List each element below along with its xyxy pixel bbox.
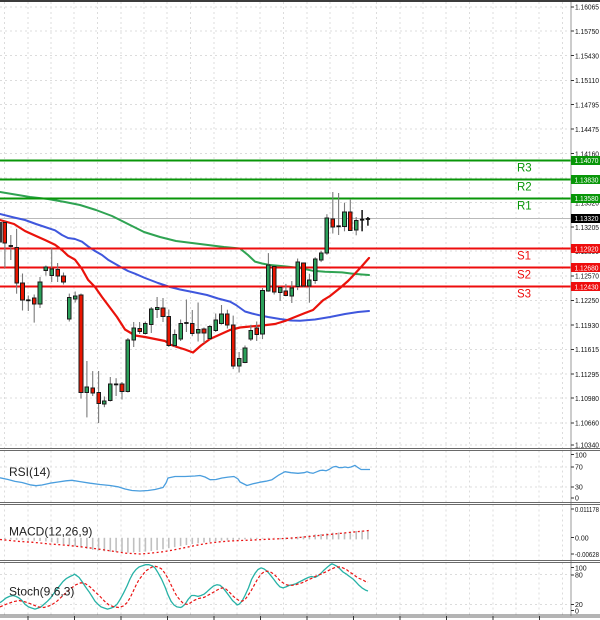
svg-text:100: 100: [575, 565, 587, 572]
svg-text:0: 0: [575, 496, 579, 503]
svg-text:1.11295: 1.11295: [575, 372, 599, 379]
svg-text:RSI(14): RSI(14): [9, 465, 50, 479]
svg-text:1.15110: 1.15110: [575, 78, 599, 85]
svg-text:100: 100: [575, 452, 587, 459]
svg-text:1.13580: 1.13580: [575, 196, 599, 203]
svg-text:1.12680: 1.12680: [575, 266, 599, 273]
svg-text:0.00: 0.00: [575, 535, 589, 542]
svg-text:1.15750: 1.15750: [575, 29, 599, 36]
svg-text:1.15430: 1.15430: [575, 54, 599, 61]
svg-text:1.14070: 1.14070: [575, 158, 599, 165]
svg-text:1.13205: 1.13205: [575, 225, 599, 232]
svg-text:S3: S3: [517, 289, 531, 301]
svg-text:S1: S1: [517, 251, 531, 263]
svg-text:1.13830: 1.13830: [575, 177, 599, 184]
svg-text:-0.00628: -0.00628: [575, 552, 599, 559]
svg-text:Stoch(9,6,3): Stoch(9,6,3): [9, 585, 74, 599]
svg-text:1.12250: 1.12250: [575, 298, 599, 305]
svg-text:0: 0: [575, 608, 579, 615]
svg-text:20: 20: [575, 602, 583, 609]
svg-text:1.14795: 1.14795: [575, 102, 599, 109]
svg-text:R3: R3: [517, 162, 532, 174]
svg-text:R1: R1: [517, 200, 532, 212]
svg-text:0.011178: 0.011178: [575, 507, 599, 514]
svg-text:1.11615: 1.11615: [575, 347, 599, 354]
svg-text:MACD(12,26,9): MACD(12,26,9): [9, 525, 92, 539]
svg-text:1.16065: 1.16065: [575, 5, 599, 12]
svg-text:80: 80: [575, 573, 583, 580]
svg-text:30: 30: [575, 485, 583, 492]
svg-text:1.14475: 1.14475: [575, 127, 599, 134]
svg-text:1.10980: 1.10980: [575, 396, 599, 403]
svg-text:1.12430: 1.12430: [575, 284, 599, 291]
svg-text:1.10660: 1.10660: [575, 421, 599, 428]
svg-text:1.11930: 1.11930: [575, 323, 599, 330]
svg-text:1.14160: 1.14160: [575, 151, 599, 158]
svg-text:1.13320: 1.13320: [575, 216, 599, 223]
svg-text:R2: R2: [517, 182, 532, 194]
svg-text:S2: S2: [517, 270, 531, 282]
svg-text:1.10340: 1.10340: [575, 443, 599, 450]
svg-text:1.12920: 1.12920: [575, 246, 599, 253]
svg-text:70: 70: [575, 465, 583, 472]
svg-text:1.12570: 1.12570: [575, 274, 599, 281]
svg-text:1.13520: 1.13520: [575, 201, 599, 208]
